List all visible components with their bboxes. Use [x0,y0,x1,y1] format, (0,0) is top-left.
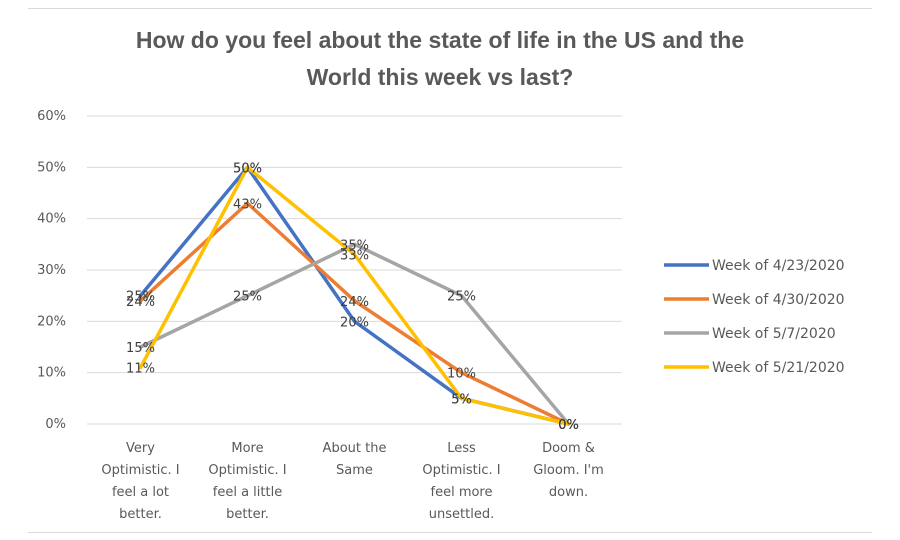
x-category-label: Optimistic. I [101,463,179,478]
legend-label: Week of 4/30/2020 [712,292,845,308]
y-tick-label: 20% [37,314,66,329]
legend-label: Week of 4/23/2020 [712,258,845,274]
data-label: 24% [340,295,369,310]
data-label: 25% [447,290,476,305]
x-category-label: unsettled. [429,507,494,522]
x-category-label: More [231,441,263,456]
chart-title: How do you feel about the state of life … [90,22,790,96]
data-label: 50% [233,161,262,176]
data-label: 0% [558,418,579,433]
x-category-label: Doom & [542,441,595,456]
data-label: 0% [558,418,579,433]
data-label: 50% [233,161,262,176]
data-label: 15% [126,341,155,356]
data-label: 5% [451,392,472,407]
x-category-label: Gloom. I'm [533,463,604,478]
chart-title-line-2: World this week vs last? [306,64,574,90]
x-category-label: feel more [431,485,493,500]
data-label: 25% [126,290,155,305]
x-category-label: Less [447,441,476,456]
data-label: 33% [340,249,369,264]
data-label: 0% [558,418,579,433]
y-tick-label: 40% [37,212,66,227]
x-category-label: better. [119,507,162,522]
chart-title-line-1: How do you feel about the state of life … [135,27,745,53]
data-label: 0% [558,418,579,433]
data-label: 43% [233,197,262,212]
data-label: 25% [233,290,262,305]
y-tick-label: 0% [45,417,66,432]
x-category-label: Optimistic. I [422,463,500,478]
x-category-label: down. [549,485,588,500]
series-line [138,242,571,426]
x-category-label: Same [336,463,373,478]
chart-frame [28,8,872,533]
series-line [138,165,571,426]
y-tick-label: 60% [37,109,66,124]
data-label: 20% [340,315,369,330]
data-label: 11% [126,362,155,377]
data-label: 5% [451,392,472,407]
y-tick-label: 10% [37,366,66,381]
y-tick-label: 30% [37,263,66,278]
x-category-label: Optimistic. I [208,463,286,478]
data-label: 24% [126,295,155,310]
series-line [138,201,571,426]
data-label: 35% [340,238,369,253]
data-label: 10% [447,367,476,382]
x-category-label: feel a little [213,485,282,500]
legend-label: Week of 5/21/2020 [712,360,845,376]
legend-label: Week of 5/7/2020 [712,326,836,342]
x-category-label: better. [226,507,269,522]
x-category-label: About the [323,441,387,456]
x-category-label: Very [126,441,155,456]
y-tick-label: 50% [37,160,66,175]
x-category-label: feel a lot [112,485,169,500]
